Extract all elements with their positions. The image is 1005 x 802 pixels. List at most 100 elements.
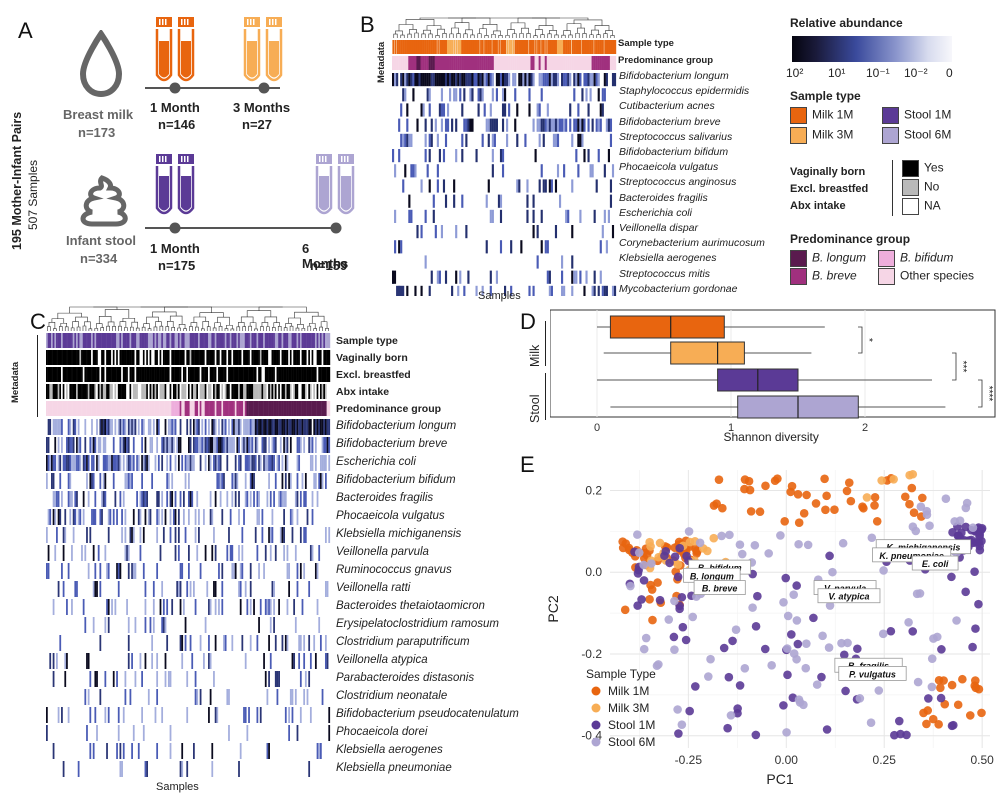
c-heat-cell (316, 563, 319, 579)
b-sample-type-cell (530, 40, 533, 54)
c-vaginal-cell (97, 350, 100, 365)
c-heat-cell (296, 563, 299, 579)
c-vaginal-cell (283, 350, 286, 365)
b-heat-cell (518, 73, 521, 87)
c-heat-cell (208, 635, 210, 651)
c-heat-cell (308, 419, 311, 435)
milk-n2: n=27 (242, 117, 272, 132)
c-heat-cell (213, 437, 215, 453)
c-heat-cell (152, 599, 155, 615)
c-breastfed-cell (189, 367, 192, 382)
panel-b: B Metadata Sample type Predominance grou… (360, 8, 770, 308)
b-heat-cell (565, 209, 568, 223)
c-heat-cell (238, 455, 240, 471)
c-predominance-cell (71, 401, 73, 416)
b-heat-cell (524, 73, 527, 87)
b-heat-cell (426, 164, 429, 178)
c-predominance-cell (154, 401, 157, 416)
c-heat-cell (86, 455, 88, 471)
b-predominance-cell (418, 56, 421, 70)
b-heat-cell (575, 118, 578, 132)
c-abx-cell (169, 384, 172, 399)
c-heat-cell (161, 617, 164, 633)
b-heat-cell (406, 103, 409, 117)
c-predominance-cell (129, 401, 132, 416)
c-heat-cell (221, 437, 224, 453)
c-vaginal-cell (89, 350, 92, 365)
c-breastfed-cell (274, 367, 277, 382)
c-heat-cell (172, 437, 175, 453)
b-heat-cell (597, 118, 600, 132)
c-vaginal-cell (179, 350, 182, 365)
c-heat-cell (52, 653, 55, 669)
b-heat-cell (597, 88, 600, 102)
c-heat-cell (306, 419, 309, 435)
b-sample-type-cell (536, 40, 539, 54)
b-predominance-cell (548, 56, 552, 70)
c-breastfed-cell (176, 367, 179, 382)
c-heat-cell (159, 545, 162, 561)
c-vaginal-cell (253, 350, 256, 365)
b-predominance-cell (589, 56, 592, 70)
b-heat-cell (561, 270, 564, 284)
c-vaginal-cell (101, 350, 103, 365)
c-heat-cell (229, 545, 232, 561)
c-heat-cell (186, 581, 189, 597)
c-predominance-cell (56, 401, 58, 416)
c-vaginal-cell (328, 350, 331, 365)
e-point (647, 585, 657, 594)
e-point (728, 636, 737, 646)
b-species-label: Corynebacterium aurimucosum (619, 237, 765, 250)
c-heat-cell (122, 437, 125, 453)
b-sample-type-cell (550, 40, 554, 54)
c-predominance-cell (239, 401, 242, 416)
c-vaginal-cell (141, 350, 144, 365)
e-point (691, 682, 700, 691)
c-heat-cell (112, 437, 115, 453)
c-heat-cell (261, 419, 264, 435)
c-breastfed-cell (243, 367, 245, 382)
c-breastfed-cell (119, 367, 122, 382)
c-heat-cell (214, 491, 217, 507)
c-heat-cell (269, 545, 272, 561)
b-heat-cell (605, 240, 608, 254)
c-sample-type-cell (59, 333, 62, 348)
c-breastfed-cell (234, 367, 237, 382)
c-heat-cell (249, 491, 252, 507)
c-abx-cell (159, 384, 162, 399)
d-signif-bracket (978, 379, 983, 408)
e-point (731, 625, 741, 635)
c-heat-cell (213, 455, 215, 471)
c-heat-cell (141, 671, 143, 687)
c-heat-cell (167, 671, 170, 687)
e-point (706, 654, 715, 664)
c-heat-cell (314, 437, 317, 453)
b-sample-type-cell (473, 40, 476, 54)
b-heat-cell (603, 209, 606, 223)
c-heat-cell (289, 419, 292, 435)
c-predominance-cell (189, 401, 192, 416)
c-heat-cell (279, 527, 282, 543)
b-sample-type-cell (440, 40, 444, 54)
c-heat-cell (107, 599, 110, 615)
c-species-list: Bifidobacterium longum Bifidobacterium br… (336, 417, 519, 777)
c-predominance-cell (268, 401, 271, 416)
c-heat-cell (57, 509, 60, 525)
c-breastfed-cell (71, 367, 73, 382)
c-predominance-cell (219, 401, 222, 416)
b-heat-cell (501, 88, 505, 102)
c-vaginal-cell (284, 350, 287, 365)
c-heat-cell (263, 455, 265, 471)
b-predominance-cell (587, 56, 590, 70)
c-heat-cell (234, 491, 237, 507)
c-heat-cell (157, 491, 160, 507)
c-heat-cell (91, 419, 93, 435)
c-heat-cell (244, 437, 247, 453)
e-point (787, 630, 796, 639)
c-heat-cell (244, 491, 247, 507)
c-metadata-row-label: Sample type (336, 335, 398, 347)
legend-yes: Yes (902, 160, 944, 177)
c-heat-cell (79, 509, 82, 525)
c-heat-cell (107, 527, 110, 543)
c-sample-type-cell (281, 333, 284, 348)
